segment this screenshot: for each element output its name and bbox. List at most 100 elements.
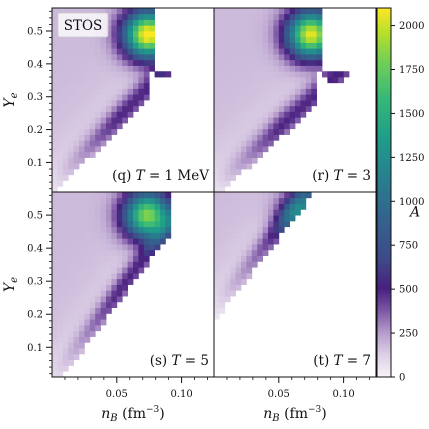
heatmap-cell (133, 105, 139, 112)
heatmap-cell (68, 77, 74, 84)
heatmap-cell (268, 226, 274, 233)
heatmap-cell (143, 19, 150, 26)
heatmap-cell (116, 197, 123, 204)
heatmap-cell (343, 71, 350, 78)
heatmap-cell (62, 134, 69, 141)
heatmap-cell (89, 203, 96, 210)
heatmap-cell (224, 267, 231, 274)
heatmap-cell (246, 209, 253, 216)
heatmap-cell (68, 151, 74, 158)
heatmap-cell (127, 232, 134, 239)
heatmap-cell (52, 284, 58, 291)
heatmap-cell (332, 71, 339, 78)
heatmap-cell (116, 65, 123, 72)
heatmap-cell (116, 25, 123, 32)
heatmap-cell (127, 59, 134, 66)
heatmap-cell (68, 209, 74, 216)
heatmap-cell (149, 42, 155, 49)
heatmap-cell (246, 226, 253, 233)
heatmap-cell (230, 238, 236, 245)
heatmap-cell (89, 249, 96, 256)
heatmap-cell (278, 77, 285, 84)
heatmap-cell (73, 134, 80, 141)
heatmap-cell (241, 192, 247, 199)
heatmap-cell (138, 100, 145, 107)
heatmap-cell (311, 19, 317, 26)
heatmap-cell (116, 244, 123, 251)
heatmap-cell (257, 54, 263, 61)
heatmap-cell (268, 31, 274, 38)
heatmap-cell (100, 203, 107, 210)
heatmap-cell (251, 209, 258, 216)
heatmap-cell (241, 65, 247, 72)
heatmap-cell (149, 192, 155, 199)
colorbar-tick-label: 2000 (399, 21, 424, 32)
heatmap-cell (57, 261, 64, 268)
heatmap-cell (257, 88, 263, 95)
heatmap-cell (246, 77, 253, 84)
heatmap-cell (52, 128, 58, 135)
heatmap-cell (268, 82, 274, 89)
heatmap-cell (224, 290, 231, 297)
heatmap-cell (62, 220, 69, 228)
heatmap-cell (241, 163, 247, 170)
heatmap-cell (246, 94, 253, 101)
heatmap-cell (106, 105, 112, 112)
heatmap-cell (62, 163, 69, 170)
heatmap-cell (224, 151, 231, 158)
heatmap-cell (52, 100, 58, 107)
heatmap-cell (219, 100, 226, 107)
heatmap-cell (73, 209, 80, 216)
heatmap-cell (79, 209, 85, 216)
heatmap-cell (246, 140, 253, 147)
heatmap-cell (219, 238, 226, 245)
heatmap-cell (68, 348, 74, 355)
heatmap-cell (214, 134, 220, 141)
heatmap-cell (305, 54, 312, 61)
heatmap-cell (251, 232, 258, 239)
heatmap-cell (138, 192, 145, 199)
heatmap-cell (111, 123, 118, 130)
heatmap-cell (111, 278, 118, 285)
heatmap-cell (278, 100, 285, 107)
heatmap-cell (116, 249, 123, 256)
heatmap-cell (251, 261, 258, 268)
heatmap-cell (84, 123, 91, 130)
heatmap-cell (224, 8, 231, 15)
heatmap-cell (224, 54, 231, 61)
heatmap-cell (106, 54, 112, 61)
heatmap-cell (116, 94, 123, 101)
heatmap-cell (89, 301, 96, 309)
heatmap-cell (122, 42, 128, 49)
heatmap-cell (62, 209, 69, 216)
heatmap-cell (246, 128, 253, 135)
heatmap-cell (52, 111, 58, 118)
heatmap-cell (154, 226, 161, 233)
heatmap-cell (89, 77, 96, 84)
heatmap-cell (246, 100, 253, 107)
heatmap-cell (273, 25, 280, 32)
heatmap-cell (95, 249, 101, 256)
heatmap-cell (84, 48, 91, 55)
heatmap-cell (257, 100, 263, 107)
colorbar-tick-label: 1750 (399, 65, 424, 76)
heatmap-cell (278, 42, 285, 49)
heatmap-cell (106, 134, 112, 141)
heatmap-cell (111, 71, 118, 78)
heatmap-cell (219, 261, 226, 268)
heatmap-cell (89, 232, 96, 239)
heatmap-cell (127, 94, 134, 101)
heatmap-cell (95, 301, 101, 309)
heatmap-cell (122, 77, 128, 84)
heatmap-cell (62, 313, 69, 320)
heatmap-cell (73, 313, 80, 320)
heatmap-cell (111, 232, 118, 239)
heatmap-cell (116, 77, 123, 84)
heatmap-cell (89, 307, 96, 314)
heatmap-cell (111, 65, 118, 72)
heatmap-cell (262, 100, 269, 107)
heatmap-cell (73, 59, 80, 66)
heatmap-cell (262, 238, 269, 245)
heatmap-cell (111, 105, 118, 112)
heatmap-cell (111, 128, 118, 135)
